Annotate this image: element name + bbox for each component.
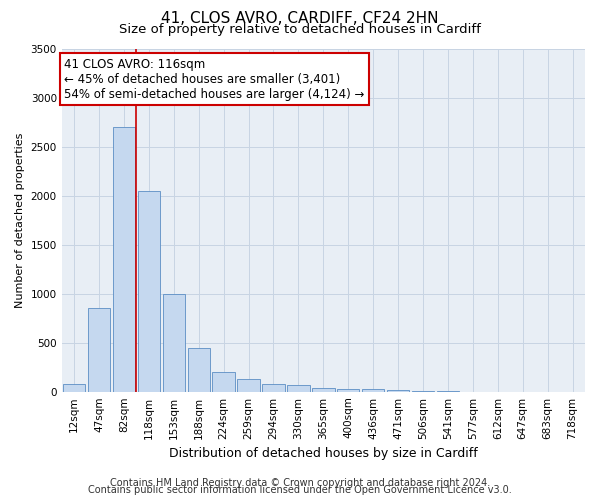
Text: Contains HM Land Registry data © Crown copyright and database right 2024.: Contains HM Land Registry data © Crown c…: [110, 478, 490, 488]
Bar: [337, 388, 359, 392]
Bar: [312, 388, 335, 392]
Bar: [362, 389, 385, 392]
Bar: [88, 308, 110, 392]
Bar: [387, 390, 409, 392]
Y-axis label: Number of detached properties: Number of detached properties: [15, 132, 25, 308]
Text: Contains public sector information licensed under the Open Government Licence v3: Contains public sector information licen…: [88, 485, 512, 495]
Text: 41 CLOS AVRO: 116sqm
← 45% of detached houses are smaller (3,401)
54% of semi-de: 41 CLOS AVRO: 116sqm ← 45% of detached h…: [64, 58, 365, 100]
Bar: [287, 386, 310, 392]
Bar: [412, 390, 434, 392]
Bar: [238, 379, 260, 392]
Bar: [262, 384, 285, 392]
Bar: [212, 372, 235, 392]
Text: Size of property relative to detached houses in Cardiff: Size of property relative to detached ho…: [119, 22, 481, 36]
X-axis label: Distribution of detached houses by size in Cardiff: Distribution of detached houses by size …: [169, 447, 478, 460]
Bar: [188, 348, 210, 392]
Bar: [113, 128, 135, 392]
Bar: [163, 294, 185, 392]
Bar: [63, 384, 85, 392]
Bar: [137, 191, 160, 392]
Text: 41, CLOS AVRO, CARDIFF, CF24 2HN: 41, CLOS AVRO, CARDIFF, CF24 2HN: [161, 11, 439, 26]
